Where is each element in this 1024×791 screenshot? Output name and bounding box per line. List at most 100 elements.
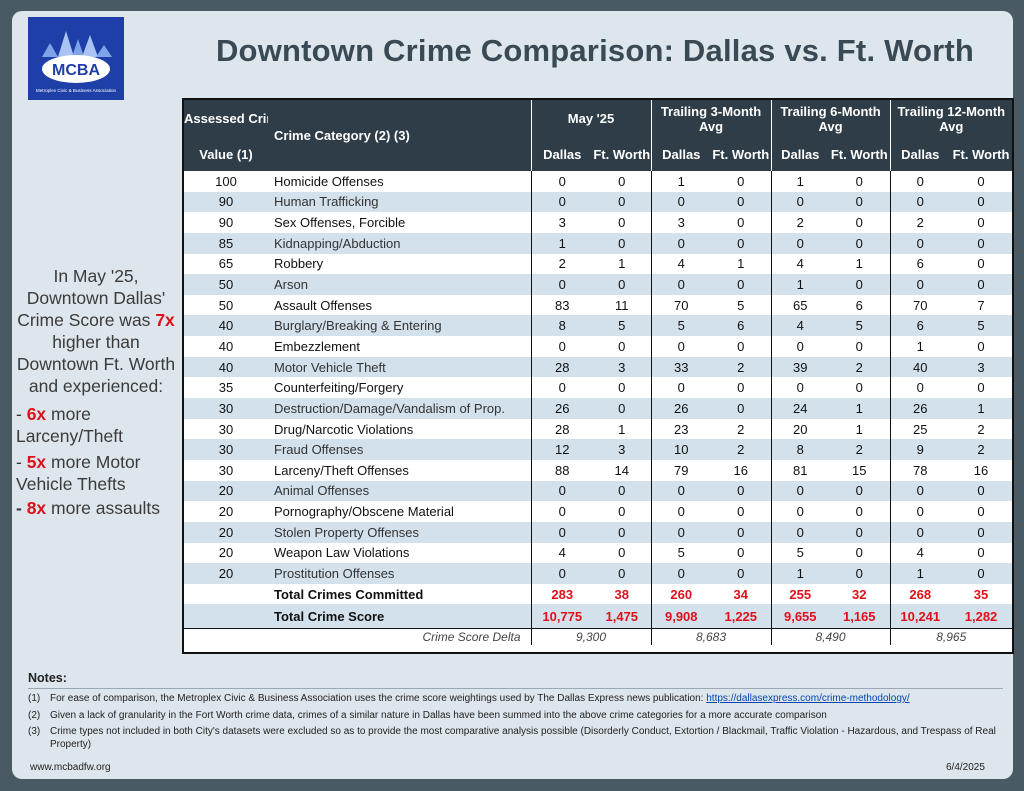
fw-cell: 0 [829, 521, 891, 543]
dallas-cell: 0 [650, 336, 712, 357]
score-cell: 1,165 [829, 604, 891, 629]
header-dallas: Dallas [889, 137, 951, 171]
dallas-cell: 0 [889, 274, 951, 295]
total-cell: 255 [770, 583, 830, 605]
fw-cell: 1 [855, 421, 863, 437]
header-dallas: Dallas [770, 137, 830, 171]
fw-cell: 0 [977, 338, 985, 354]
row-category: Kidnapping/Abduction [268, 232, 531, 254]
row-value: 30 [184, 398, 268, 419]
methodology-link[interactable]: https://dallasexpress.com/crime-methodol… [706, 693, 910, 704]
table-row: 40 Motor Vehicle Theft 28 3 33 2 39 2 40 3 [184, 356, 1012, 378]
fw-cell: 1 [855, 256, 863, 272]
dallas-cell: 0 [889, 480, 951, 502]
dallas-cell: 0 [889, 501, 951, 522]
dallas-cell: 0 [650, 232, 712, 254]
fw-cell: 2 [829, 356, 891, 378]
score-cell: 1,225 [711, 604, 772, 629]
fw-cell: 0 [593, 563, 652, 584]
dallas-cell: 0 [530, 336, 593, 357]
fw-cell: 16 [733, 462, 748, 478]
total-cell: 268 [889, 583, 951, 605]
table-row: 30 Fraud Offenses 12 3 10 2 8 2 9 2 [184, 439, 1012, 460]
dallas-cell: 0 [650, 377, 712, 399]
fw-cell: 1 [618, 421, 626, 437]
header-fw: Ft. Worth [829, 137, 891, 171]
delta-cell: 8,965 [889, 628, 1012, 646]
dallas-cell: 0 [889, 171, 951, 192]
fw-cell: 0 [711, 398, 772, 419]
note-3: (3) Crime types not included in both Cit… [28, 726, 1003, 751]
fw-cell: 0 [977, 173, 985, 189]
dallas-cell: 83 [530, 294, 593, 316]
fw-cell: 2 [977, 421, 985, 437]
row-category: Burglary/Breaking & Entering [268, 315, 531, 337]
score-cell: 10,775 [530, 604, 593, 629]
bullet-vehicle-mult: 5x [26, 452, 47, 472]
fw-cell: 0 [829, 563, 891, 584]
logo-text: MCBA [52, 62, 100, 79]
dallas-cell: 26 [530, 398, 593, 419]
page-title: Downtown Crime Comparison: Dallas vs. Ft… [215, 33, 975, 68]
table-row: 20 Stolen Property Offenses 0 0 0 0 0 0 0 0 [184, 521, 1012, 543]
fw-cell: 16 [973, 462, 989, 478]
row-value: 30 [184, 439, 268, 460]
dallas-cell: 0 [530, 563, 593, 584]
dallas-cell: 26 [650, 398, 712, 419]
row-value: 65 [218, 256, 234, 272]
bullet-larceny-text: more Larceny/Theft [16, 404, 123, 446]
fw-cell: 0 [593, 398, 652, 419]
header-dallas: Dallas [530, 137, 593, 171]
row-category: Sex Offenses, Forcible [274, 215, 406, 231]
fw-cell: 0 [829, 232, 891, 254]
dallas-cell: 3 [530, 212, 593, 233]
fw-cell: 7 [977, 297, 985, 313]
row-value: 40 [218, 338, 234, 354]
row-category: Embezzlement [274, 338, 360, 354]
fw-cell: 0 [829, 191, 891, 213]
dallas-cell: 1 [530, 232, 593, 254]
bullet-larceny-mult: 6x [26, 404, 47, 424]
row-value: 50 [218, 297, 234, 313]
dallas-cell: 0 [530, 521, 593, 543]
dallas-cell: 2 [530, 253, 593, 275]
fw-cell: 0 [950, 521, 1012, 543]
score-cell: 1,282 [950, 604, 1012, 629]
total-label: Total Crimes Committed [274, 586, 424, 602]
dallas-cell: 0 [770, 521, 830, 543]
total-cell: 283 [530, 583, 593, 605]
fw-cell: 0 [950, 480, 1012, 502]
score-cell: 10,241 [889, 604, 951, 629]
fw-cell: 5 [737, 297, 745, 313]
dallas-cell: 39 [770, 356, 830, 378]
table-row: 30 Drug/Narcotic Violations 28 1 23 2 20 1 25 2 [184, 418, 1012, 440]
crime-score-row: Total Crime Score 10,775 1,475 9,908 1,225 9,… [184, 604, 1012, 629]
dallas-cell: 0 [770, 232, 830, 254]
dallas-cell: 0 [770, 501, 830, 522]
fw-cell: 0 [618, 380, 626, 396]
dallas-cell: 3 [650, 212, 712, 233]
dallas-cell: 0 [889, 377, 951, 399]
notes-title: Notes: [28, 671, 67, 685]
fw-cell: 2 [711, 439, 772, 460]
header-fw: Ft. Worth [593, 137, 652, 171]
dallas-cell: 78 [889, 459, 951, 481]
dallas-cell: 0 [530, 501, 593, 522]
fw-cell: 2 [950, 439, 1012, 460]
row-value: 20 [218, 504, 234, 520]
row-value: 35 [218, 380, 234, 396]
fw-cell: 1 [950, 398, 1012, 419]
score-delta-row: Crime Score Delta 9,300 8,683 8,490 8,965 [184, 628, 1012, 646]
dallas-cell: 5 [650, 315, 712, 337]
row-category: Arson [268, 274, 531, 295]
mcba-logo: MCBA Metroplex Civic & Business Associat… [28, 17, 124, 100]
dallas-cell: 5 [650, 542, 712, 564]
fw-cell: 0 [593, 191, 652, 213]
header-fw: Ft. Worth [711, 137, 772, 171]
fw-cell: 0 [977, 504, 985, 520]
summary-multiplier: 7x [155, 310, 175, 330]
fw-cell: 0 [593, 274, 652, 295]
table-row: 90 Sex Offenses, Forcible 3 0 3 0 2 0 2 0 [184, 212, 1012, 233]
table-row: 100 Homicide Offenses 0 0 1 0 1 0 0 0 [184, 171, 1012, 192]
fw-cell: 0 [977, 380, 985, 396]
